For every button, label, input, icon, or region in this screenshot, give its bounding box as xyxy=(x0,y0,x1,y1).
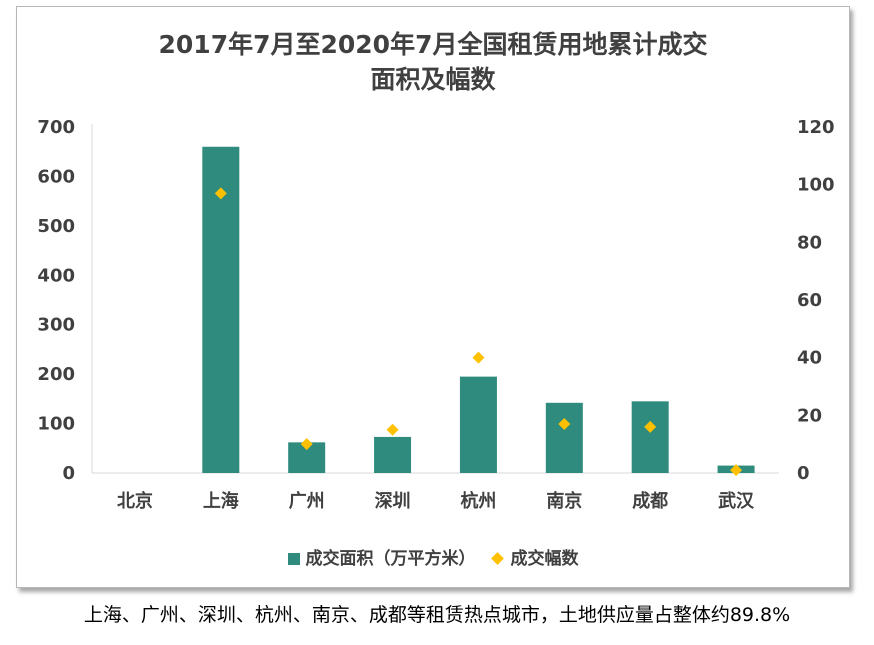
y-tick-left-label: 700 xyxy=(37,117,75,138)
y-tick-left-label: 200 xyxy=(37,364,75,385)
chart-title: 2017年7月至2020年7月全国租赁用地累计成交 xyxy=(158,30,708,59)
chart-subtitle: 面积及幅数 xyxy=(370,65,496,94)
bar xyxy=(545,402,583,473)
y-tick-left-label: 500 xyxy=(37,216,75,237)
bar xyxy=(374,436,412,473)
y-tick-right-label: 120 xyxy=(797,117,835,138)
legend-item-count: 成交幅数 xyxy=(491,544,579,569)
bar-chart: 0 100 200 300 400 500 600 700 0 20 40 60 80 100 120 北京 上… xyxy=(37,117,835,512)
y-tick-right-label: 20 xyxy=(797,405,822,426)
legend-label-count: 成交幅数 xyxy=(510,549,579,569)
scatter-point xyxy=(644,420,657,433)
scatter-point xyxy=(214,187,227,200)
bar xyxy=(202,146,240,473)
y-tick-left-label: 0 xyxy=(62,463,75,484)
scatter-point xyxy=(300,438,313,451)
x-tick-label: 杭州 xyxy=(460,490,496,512)
legend-label-area: 成交面积（万平方米） xyxy=(305,549,476,569)
y-tick-left-label: 600 xyxy=(37,166,75,187)
bar xyxy=(631,401,669,473)
x-tick-label: 上海 xyxy=(203,490,239,512)
x-tick-label: 广州 xyxy=(289,490,325,512)
y-tick-right-label: 60 xyxy=(797,290,822,311)
x-tick-label: 北京 xyxy=(117,490,153,512)
caption: 上海、广州、深圳、杭州、南京、成都等租赁热点城市，土地供应量占整体约89.8% xyxy=(83,604,791,626)
legend-item-area: 成交面积（万平方米） xyxy=(287,544,476,569)
bar xyxy=(459,376,497,473)
scatter-point xyxy=(472,351,485,364)
scatter-point xyxy=(558,417,571,430)
y-tick-left-label: 400 xyxy=(37,265,75,286)
y-tick-right-label: 0 xyxy=(797,463,810,484)
y-tick-right-label: 80 xyxy=(797,232,822,253)
chart-card: 2017年7月至2020年7月全国租赁用地累计成交 面积及幅数 0 100 200 3… xyxy=(16,6,850,588)
y-tick-left-label: 300 xyxy=(37,315,75,336)
legend-diamond-swatch xyxy=(491,552,505,565)
y-tick-right-label: 100 xyxy=(797,175,835,196)
y-tick-left-label: 100 xyxy=(37,414,75,435)
y-tick-right-label: 40 xyxy=(797,348,822,369)
x-tick-label: 成都 xyxy=(632,490,668,512)
x-tick-label: 南京 xyxy=(546,490,582,512)
legend-bar-swatch xyxy=(287,553,300,565)
x-tick-label: 深圳 xyxy=(375,490,411,512)
scatter-point xyxy=(386,423,399,436)
scatter-point xyxy=(730,464,743,477)
legend: 成交面积（万平方米） 成交幅数 xyxy=(17,544,849,569)
x-tick-label: 武汉 xyxy=(718,491,755,512)
